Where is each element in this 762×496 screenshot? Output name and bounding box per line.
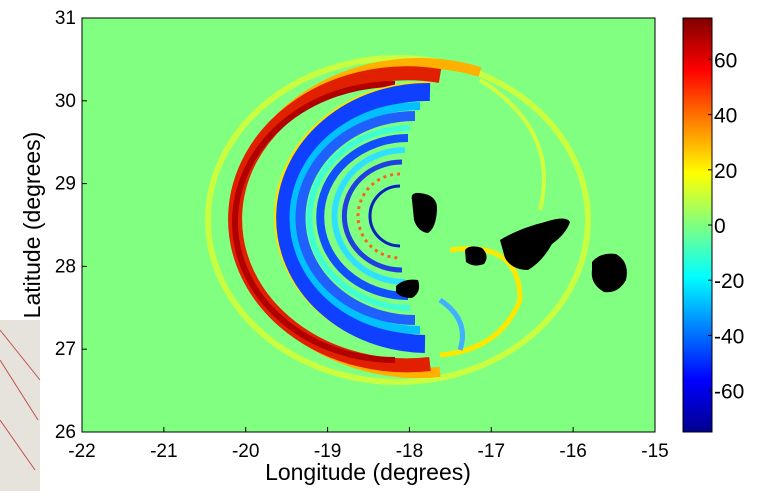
x-tick-label: -16 xyxy=(559,441,586,462)
wave-field xyxy=(205,55,591,385)
colorbar-tick-label: -20 xyxy=(714,270,744,293)
x-tick-label: -18 xyxy=(396,441,423,462)
x-tick-label: -22 xyxy=(68,441,95,462)
colorbar-tick-label: 0 xyxy=(714,215,726,238)
islands xyxy=(396,192,627,298)
y-tick-label: 26 xyxy=(55,422,76,443)
colorbar-tick-label: 20 xyxy=(714,160,737,183)
y-axis-label: Latitude (degrees) xyxy=(19,132,45,319)
plot-frame xyxy=(81,17,656,433)
x-tick-label: -20 xyxy=(232,441,259,462)
colorbar-tick-label: -40 xyxy=(714,325,744,348)
colorbar-tick-label: 40 xyxy=(714,105,737,128)
slide-decoration xyxy=(0,320,41,491)
y-tick-label: 30 xyxy=(55,91,76,112)
x-tick-label: -21 xyxy=(150,441,177,462)
colorbar xyxy=(682,17,713,433)
colorbar-tick-label: -60 xyxy=(714,381,744,404)
y-tick-label: 31 xyxy=(55,8,76,29)
colorbar-tick-label: 60 xyxy=(714,49,737,72)
x-axis-label: Longitude (degrees) xyxy=(265,459,471,485)
y-tick-label: 27 xyxy=(55,339,76,360)
x-tick-label: -15 xyxy=(641,441,668,462)
y-tick-label: 29 xyxy=(55,174,76,195)
x-tick-label: -19 xyxy=(314,441,341,462)
y-tick-label: 28 xyxy=(55,256,76,277)
x-tick-label: -17 xyxy=(478,441,505,462)
